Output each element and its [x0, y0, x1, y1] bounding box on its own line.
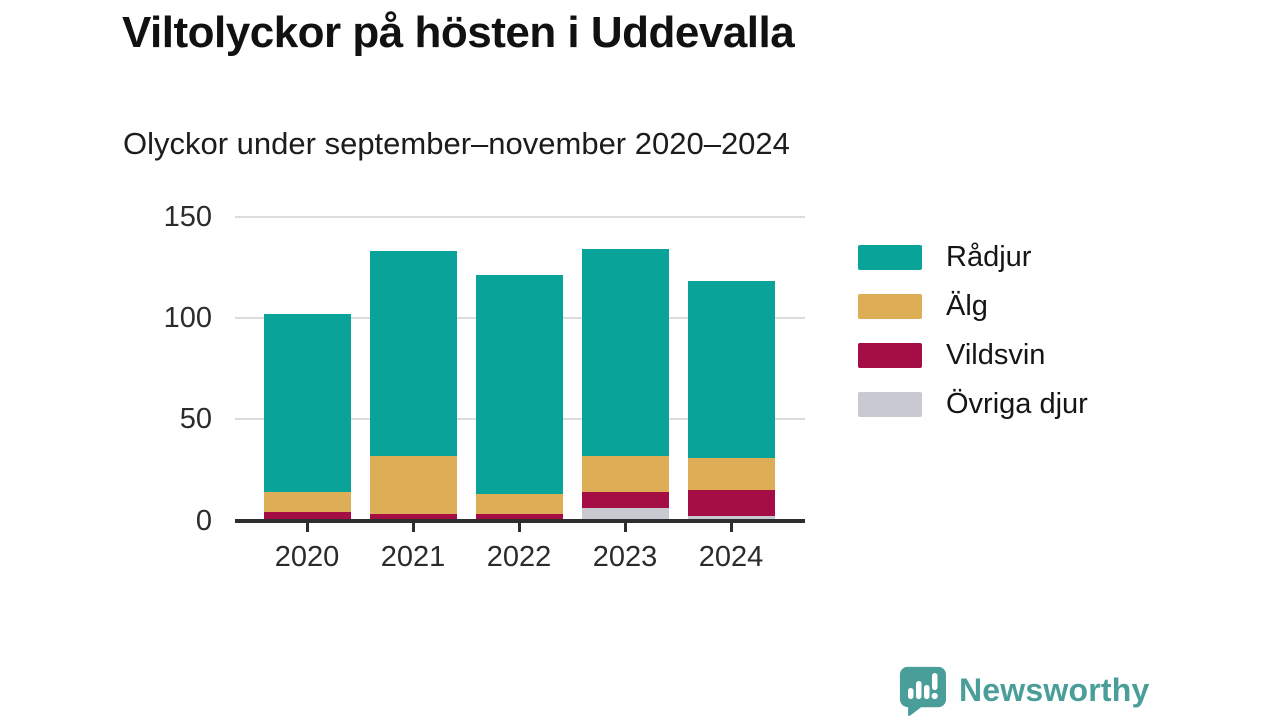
legend-item-Övriga djur: Övriga djur: [858, 388, 1088, 420]
legend-swatch-Vildsvin: [858, 343, 922, 368]
bar-segment-2020-Älg: [263, 492, 351, 513]
bar-2021: [369, 250, 457, 521]
x-tick-2023: [623, 522, 627, 532]
bar-segment-2024-Övriga djur: [687, 516, 775, 521]
x-tick-label-2021: 2021: [380, 541, 446, 573]
y-tick-label-100: 100: [163, 301, 212, 334]
gridline-150: [235, 215, 805, 218]
legend-label-Övriga djur: Övriga djur: [946, 388, 1088, 420]
brand-name: Newsworthy: [959, 671, 1150, 708]
bar-segment-2023-Älg: [581, 455, 669, 493]
bar-segment-2022-Rådjur: [475, 275, 563, 495]
legend-item-Vildsvin: Vildsvin: [858, 339, 1088, 371]
x-tick-label-2020: 2020: [274, 541, 340, 573]
bar-segment-2020-Rådjur: [263, 313, 351, 493]
legend-label-Älg: Älg: [946, 290, 988, 322]
bar-segment-2021-Rådjur: [369, 250, 457, 456]
bar-2022: [475, 275, 563, 521]
x-axis-line: [235, 519, 805, 523]
bar-segment-2023-Rådjur: [581, 248, 669, 456]
y-tick-label-50: 50: [179, 403, 212, 436]
bar-segment-2024-Rådjur: [687, 281, 775, 458]
bar-segment-2024-Älg: [687, 457, 775, 491]
legend-label-Rådjur: Rådjur: [946, 241, 1032, 273]
chart-subtitle: Olyckor under september–november 2020–20…: [123, 126, 790, 161]
bar-segment-2023-Vildsvin: [581, 492, 669, 509]
bar-segment-2023-Övriga djur: [581, 508, 669, 521]
legend-label-Vildsvin: Vildsvin: [946, 339, 1046, 371]
legend-item-Rådjur: Rådjur: [858, 241, 1088, 273]
bar-2023: [581, 248, 669, 521]
newsworthy-logo-icon: [899, 666, 947, 716]
x-tick-label-2023: 2023: [592, 541, 658, 573]
bar-segment-2021-Vildsvin: [369, 514, 457, 521]
legend-swatch-Rådjur: [858, 245, 922, 270]
x-tick-2022: [517, 522, 521, 532]
y-tick-label-150: 150: [163, 200, 212, 233]
bar-2024: [687, 281, 775, 521]
bar-segment-2022-Vildsvin: [475, 514, 563, 521]
bar-segment-2021-Älg: [369, 455, 457, 515]
x-tick-2021: [411, 522, 415, 532]
brand-footer: Newsworthy: [897, 664, 1149, 716]
legend-swatch-Övriga djur: [858, 392, 922, 417]
bar-segment-2022-Älg: [475, 494, 563, 515]
x-tick-label-2022: 2022: [486, 541, 552, 573]
bar-2020: [263, 313, 351, 521]
legend-swatch-Älg: [858, 294, 922, 319]
y-tick-label-0: 0: [195, 504, 212, 537]
bar-segment-2020-Vildsvin: [263, 512, 351, 521]
x-tick-2020: [305, 522, 309, 532]
x-tick-label-2024: 2024: [698, 541, 764, 573]
legend: Rådjur Älg Vildsvin Övriga djur: [858, 241, 1088, 441]
bar-segment-2024-Vildsvin: [687, 490, 775, 517]
chart-title: Viltolyckor på hösten i Uddevalla: [122, 8, 795, 57]
legend-item-Älg: Älg: [858, 290, 1088, 322]
plot-area: [235, 215, 805, 521]
x-tick-2024: [729, 522, 733, 532]
